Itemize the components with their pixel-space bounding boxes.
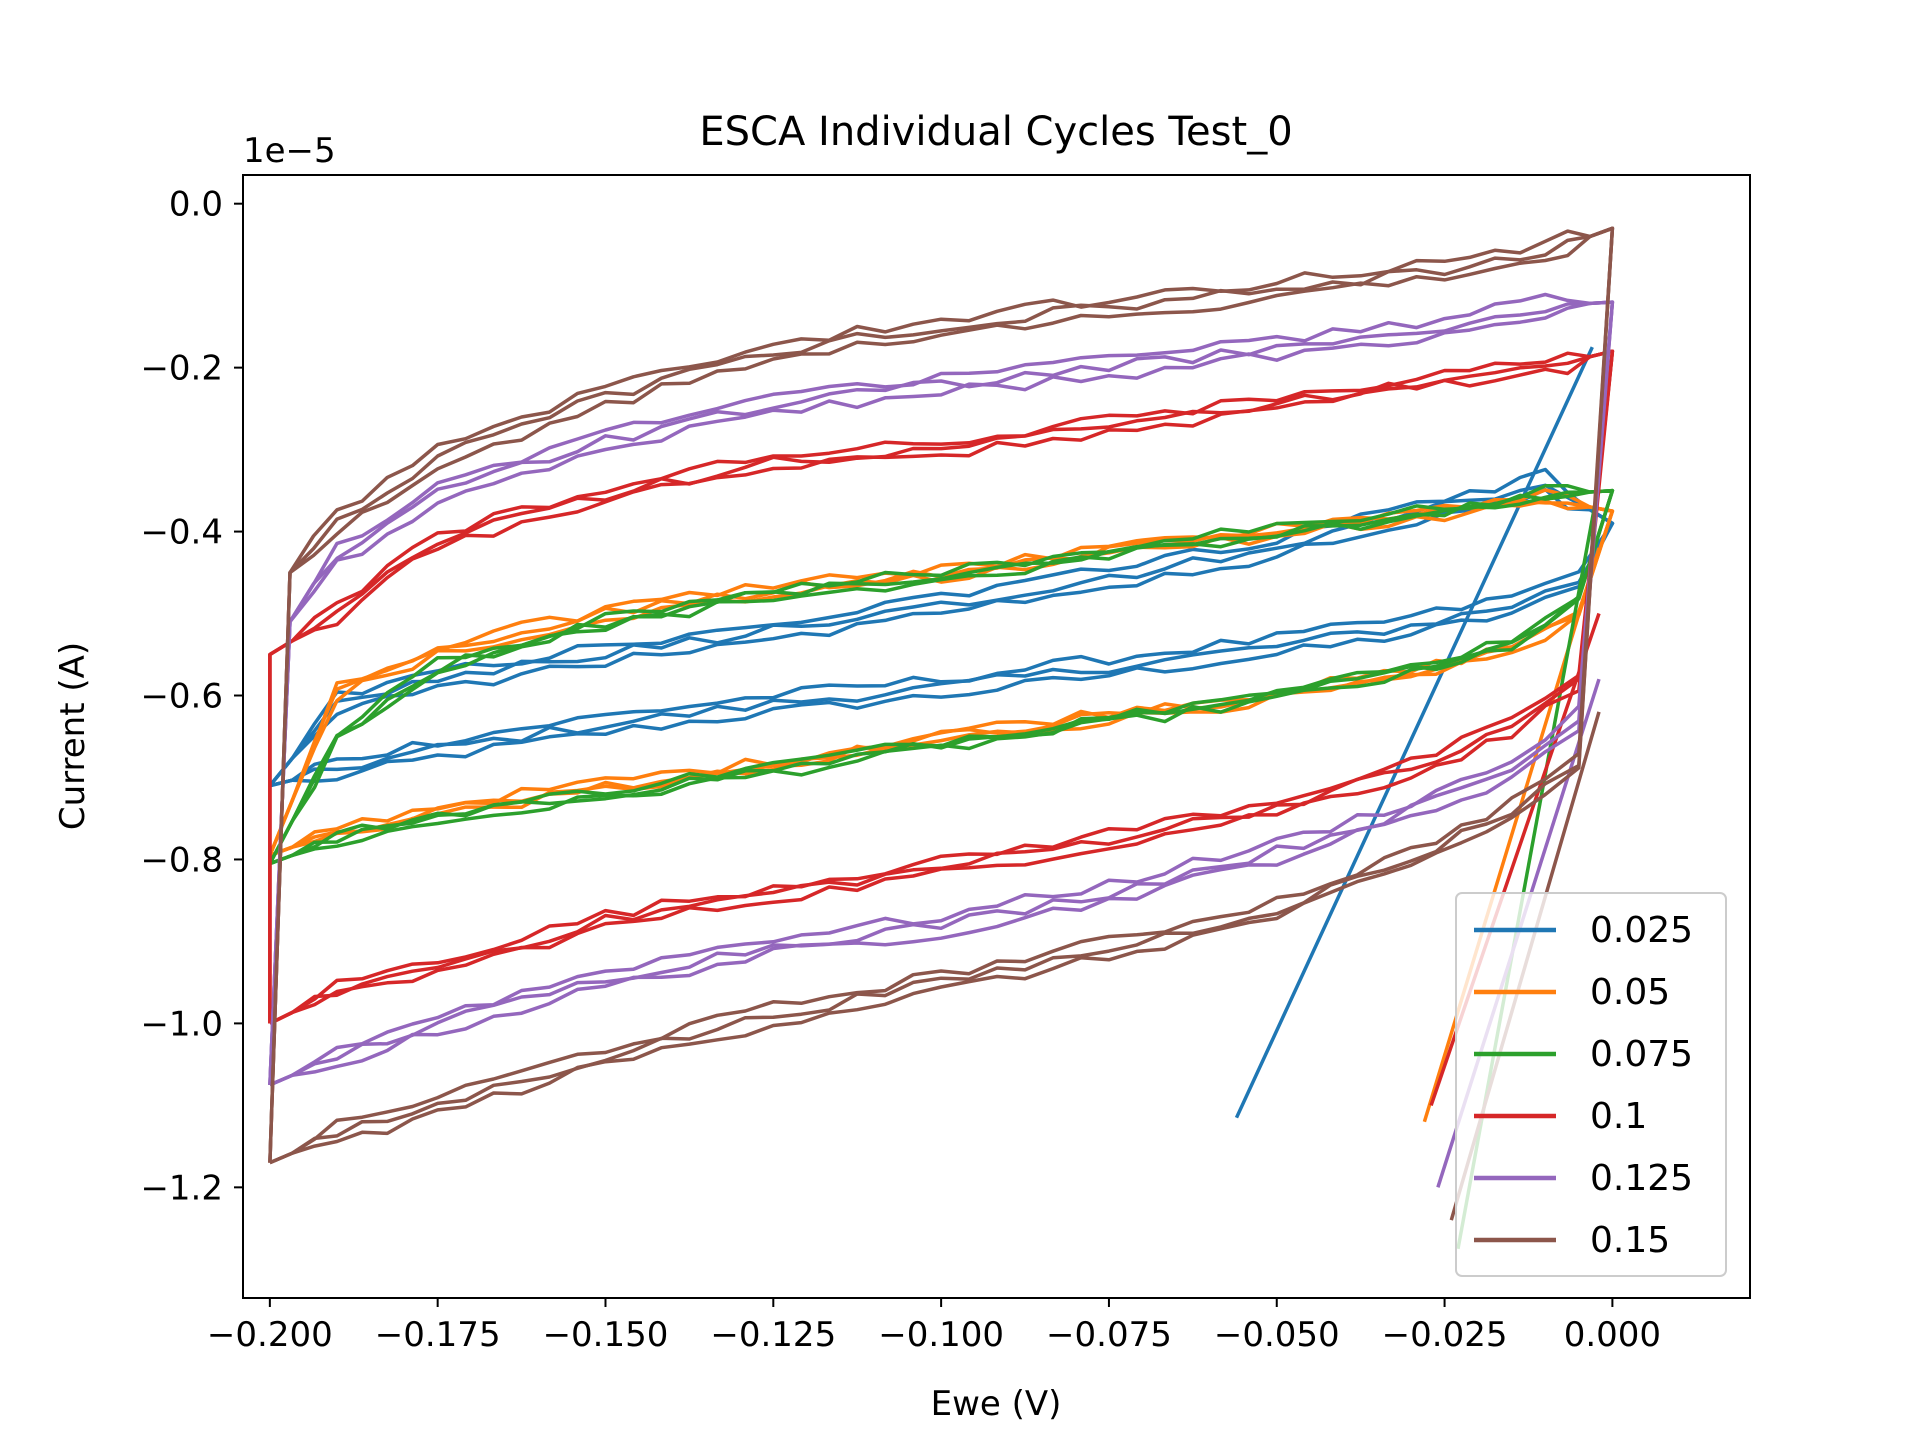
y-tick-label: −1.0: [140, 1004, 223, 1044]
x-axis: −0.200 −0.175 −0.150 −0.125 −0.100 −0.075 −0.0…: [207, 1298, 1661, 1355]
y-offset-label: 1e−5: [243, 131, 336, 171]
x-tick-label: −0.100: [878, 1315, 1004, 1355]
series-cycle: [268, 484, 1615, 866]
legend-label: 0.125: [1590, 1158, 1693, 1199]
x-tick-label: −0.150: [543, 1315, 669, 1355]
plot-frame: [242, 174, 1751, 1299]
legend-label: 0.05: [1590, 972, 1670, 1013]
y-tick-label: −0.4: [140, 513, 223, 553]
y-axis: 0.0 −0.2 −0.4 −0.6 −0.8 −1.0 −1.2: [140, 185, 243, 1208]
y-tick-label: 0.0: [169, 185, 223, 225]
x-tick-label: 0.000: [1564, 1315, 1661, 1355]
legend-label: 0.15: [1590, 1220, 1670, 1261]
chart-title: ESCA Individual Cycles Test_0: [699, 109, 1292, 155]
x-tick-label: −0.050: [1214, 1315, 1340, 1355]
y-axis-label: Current (A): [53, 642, 93, 830]
y-tick-label: −0.2: [140, 349, 223, 389]
series-0.025: [268, 346, 1615, 1119]
series-0.1: [268, 349, 1615, 1106]
legend-label: 0.075: [1590, 1034, 1693, 1075]
legend-label: 0.1: [1590, 1096, 1647, 1137]
series-cycle: [268, 292, 1615, 1087]
legend-label: 0.025: [1590, 910, 1693, 951]
y-tick-label: −0.8: [140, 840, 223, 880]
y-tick-label: −0.6: [140, 677, 223, 717]
x-axis-label: Ewe (V): [931, 1384, 1062, 1424]
series-cycle: [268, 467, 1615, 788]
x-tick-label: −0.075: [1046, 1315, 1172, 1355]
series-cycle: [268, 226, 1615, 1165]
legend: 0.025 0.05 0.075 0.1 0.125 0.15: [1455, 892, 1727, 1277]
x-tick-label: −0.200: [207, 1315, 333, 1355]
x-tick-label: −0.125: [710, 1315, 836, 1355]
y-tick-label: −1.2: [140, 1168, 223, 1208]
series-cycle: [268, 488, 1615, 858]
series-initial-sweep: [1234, 346, 1594, 1119]
x-tick-label: −0.175: [375, 1315, 501, 1355]
series-cycle: [268, 349, 1615, 1025]
x-tick-label: −0.025: [1382, 1315, 1508, 1355]
